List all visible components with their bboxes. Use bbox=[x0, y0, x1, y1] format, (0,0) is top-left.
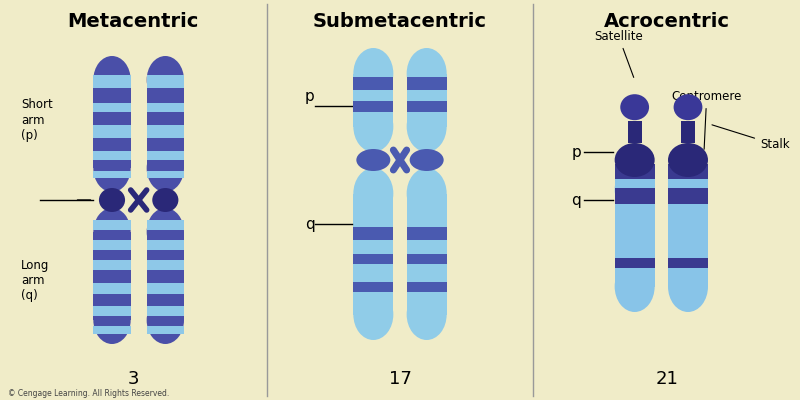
Ellipse shape bbox=[406, 48, 446, 99]
Ellipse shape bbox=[356, 149, 390, 171]
Bar bbox=[146, 171, 184, 178]
Ellipse shape bbox=[152, 188, 178, 212]
Text: © Cengage Learning. All Rights Reserved.: © Cengage Learning. All Rights Reserved. bbox=[8, 389, 170, 398]
Ellipse shape bbox=[620, 94, 649, 120]
Polygon shape bbox=[94, 232, 130, 320]
Bar bbox=[94, 75, 130, 88]
Polygon shape bbox=[406, 74, 446, 126]
Polygon shape bbox=[146, 80, 184, 168]
Ellipse shape bbox=[146, 56, 184, 104]
Bar bbox=[146, 240, 184, 250]
Text: Short
arm
(p): Short arm (p) bbox=[22, 98, 53, 142]
Bar bbox=[354, 77, 394, 90]
Bar bbox=[94, 103, 130, 112]
Bar bbox=[406, 254, 446, 264]
Polygon shape bbox=[614, 190, 654, 286]
Polygon shape bbox=[94, 80, 130, 168]
Bar bbox=[354, 101, 394, 112]
Text: q: q bbox=[571, 192, 582, 208]
Bar bbox=[354, 227, 394, 240]
Ellipse shape bbox=[94, 56, 130, 104]
Bar bbox=[146, 103, 184, 112]
Ellipse shape bbox=[614, 143, 654, 177]
Ellipse shape bbox=[354, 289, 394, 340]
Text: p: p bbox=[305, 88, 314, 104]
Bar bbox=[354, 254, 394, 264]
Bar bbox=[146, 125, 184, 138]
Ellipse shape bbox=[99, 188, 125, 212]
Bar bbox=[614, 258, 654, 268]
Text: 21: 21 bbox=[655, 370, 678, 388]
Bar bbox=[94, 125, 130, 138]
Text: Submetacentric: Submetacentric bbox=[313, 12, 487, 31]
Polygon shape bbox=[668, 190, 708, 286]
Bar bbox=[628, 121, 642, 143]
Bar bbox=[146, 220, 184, 230]
Ellipse shape bbox=[668, 261, 708, 312]
Ellipse shape bbox=[410, 149, 444, 171]
Bar bbox=[146, 326, 184, 334]
Polygon shape bbox=[354, 194, 394, 314]
Bar bbox=[406, 227, 446, 240]
Text: Acrocentric: Acrocentric bbox=[604, 12, 730, 31]
Ellipse shape bbox=[354, 101, 394, 152]
Ellipse shape bbox=[674, 94, 702, 120]
Bar bbox=[94, 240, 130, 250]
Ellipse shape bbox=[94, 296, 130, 344]
Text: q: q bbox=[305, 216, 314, 232]
Bar bbox=[94, 283, 130, 294]
Bar bbox=[354, 282, 394, 292]
Bar bbox=[614, 179, 654, 188]
Ellipse shape bbox=[406, 168, 446, 219]
Bar bbox=[146, 151, 184, 160]
Text: Satellite: Satellite bbox=[594, 30, 643, 77]
Text: Centromere: Centromere bbox=[671, 90, 742, 149]
Bar bbox=[668, 179, 708, 188]
Bar bbox=[406, 282, 446, 292]
Bar bbox=[681, 121, 695, 143]
Ellipse shape bbox=[406, 101, 446, 152]
Bar bbox=[94, 220, 130, 230]
Polygon shape bbox=[354, 74, 394, 126]
Bar bbox=[94, 326, 130, 334]
Bar bbox=[668, 164, 708, 204]
Bar bbox=[146, 283, 184, 294]
Bar bbox=[614, 164, 654, 204]
Text: 3: 3 bbox=[127, 370, 139, 388]
Bar bbox=[146, 306, 184, 316]
Ellipse shape bbox=[354, 168, 394, 219]
Bar bbox=[94, 171, 130, 178]
Ellipse shape bbox=[146, 144, 184, 192]
Text: Metacentric: Metacentric bbox=[68, 12, 199, 31]
Ellipse shape bbox=[146, 208, 184, 256]
Text: Long
arm
(q): Long arm (q) bbox=[22, 258, 50, 302]
Bar bbox=[146, 75, 184, 88]
Ellipse shape bbox=[354, 48, 394, 99]
Polygon shape bbox=[406, 194, 446, 314]
Ellipse shape bbox=[406, 289, 446, 340]
Ellipse shape bbox=[94, 144, 130, 192]
Ellipse shape bbox=[668, 164, 708, 215]
Ellipse shape bbox=[668, 143, 708, 177]
Bar bbox=[406, 77, 446, 90]
Bar bbox=[94, 306, 130, 316]
Ellipse shape bbox=[94, 208, 130, 256]
Bar bbox=[94, 260, 130, 270]
Ellipse shape bbox=[614, 261, 654, 312]
Ellipse shape bbox=[614, 164, 654, 215]
Text: Stalk: Stalk bbox=[712, 125, 790, 151]
Text: p: p bbox=[571, 144, 582, 160]
Text: 17: 17 bbox=[389, 370, 411, 388]
Bar bbox=[94, 151, 130, 160]
Ellipse shape bbox=[146, 296, 184, 344]
Bar bbox=[146, 260, 184, 270]
Polygon shape bbox=[146, 232, 184, 320]
Bar bbox=[406, 101, 446, 112]
Bar bbox=[668, 258, 708, 268]
